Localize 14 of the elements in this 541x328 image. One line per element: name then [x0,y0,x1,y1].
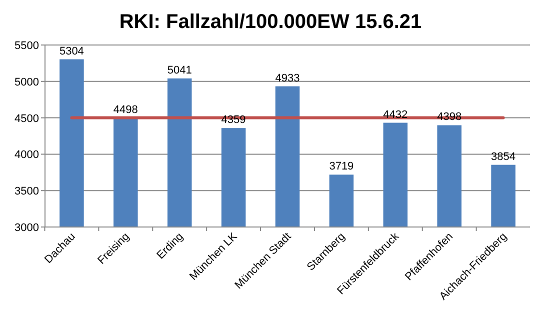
y-tick-label: 3500 [14,186,39,198]
y-tick-label: 3000 [14,222,39,234]
data-label: 3719 [329,160,354,173]
data-label: 4933 [275,72,300,84]
y-tick-label: 5000 [14,76,39,88]
y-tick-label: 4000 [14,149,39,162]
data-label: 5304 [59,45,84,58]
y-tick-label: 4500 [14,112,39,125]
data-label: 5041 [167,64,192,76]
y-tick-label: 5500 [14,40,39,52]
data-label: 4498 [113,104,138,116]
data-label: 4398 [437,111,462,124]
data-label: 3854 [491,150,516,163]
chart-title: RKI: Fallzahl/100.000EW 15.6.21 [119,11,422,33]
